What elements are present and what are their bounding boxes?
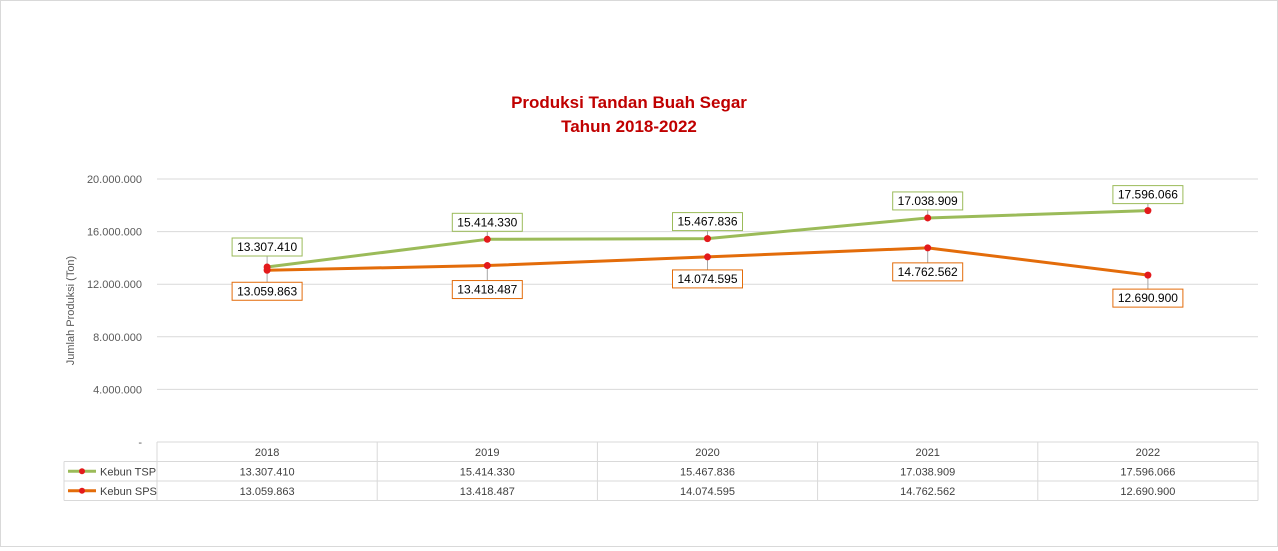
data-label-box — [451, 280, 523, 300]
data-label: 17.038.909 — [898, 194, 958, 208]
data-label-box — [892, 262, 964, 282]
data-label-box — [672, 269, 743, 289]
data-label-box — [1112, 185, 1184, 205]
x-category-label: 2020 — [695, 447, 719, 459]
data-label: 13.418.487 — [457, 283, 517, 297]
data-label: 14.762.562 — [898, 265, 958, 279]
table-value: 17.596.066 — [1120, 466, 1175, 478]
legend-key-marker — [79, 468, 85, 475]
chart-title-line-2: Tahun 2018-2022 — [561, 117, 697, 136]
series-1-marker — [924, 214, 932, 222]
series-1-marker — [483, 235, 491, 243]
y-tick-label: 20.000.000 — [87, 174, 142, 186]
table-value: 13.418.487 — [460, 486, 515, 498]
series-2-marker — [1144, 271, 1152, 279]
data-label: 15.414.330 — [457, 215, 517, 229]
y-axis-label: Jumlah Produksi (Ton) — [65, 256, 77, 365]
data-label-box — [231, 237, 303, 257]
y-tick-label: 4.000.000 — [93, 384, 142, 396]
table-value: 15.467.836 — [680, 466, 735, 478]
data-label: 15.467.836 — [677, 215, 737, 229]
y-tick-label: 8.000.000 — [93, 332, 142, 344]
y-tick-label: 12.000.000 — [87, 279, 142, 291]
data-label: 13.307.410 — [237, 240, 297, 254]
table-value: 13.059.863 — [240, 486, 295, 498]
series-1-marker — [1144, 207, 1152, 215]
x-category-label: 2018 — [255, 447, 279, 459]
table-value: 13.307.410 — [240, 466, 295, 478]
data-label-box — [672, 212, 743, 232]
data-label-box — [1112, 288, 1184, 308]
table-value: 15.414.330 — [460, 466, 515, 478]
data-label: 12.690.900 — [1118, 291, 1178, 305]
data-label-box — [231, 281, 303, 301]
table-value: 14.762.562 — [900, 486, 955, 498]
table-value: 12.690.900 — [1120, 486, 1175, 498]
series-1-marker — [704, 235, 711, 243]
series-2-marker — [483, 262, 491, 270]
x-category-label: 2022 — [1136, 447, 1160, 459]
y-tick-label: - — [138, 437, 142, 449]
data-label-box — [451, 212, 523, 232]
data-label: 13.059.863 — [237, 284, 297, 298]
chart-title-line-1: Produksi Tandan Buah Segar — [511, 93, 747, 112]
legend-series-name: Kebun SPS — [100, 486, 157, 498]
table-value: 17.038.909 — [900, 466, 955, 478]
x-category-label: 2021 — [915, 447, 939, 459]
data-label-box — [892, 191, 964, 211]
series-2-marker — [704, 253, 711, 261]
data-label: 17.596.066 — [1118, 188, 1178, 202]
series-2-marker — [263, 266, 271, 274]
series-2-marker — [924, 244, 932, 252]
x-category-label: 2019 — [475, 447, 499, 459]
data-label: 14.074.595 — [677, 272, 737, 286]
legend-key-marker — [79, 487, 85, 494]
table-value: 14.074.595 — [680, 486, 735, 498]
y-tick-label: 16.000.000 — [87, 227, 142, 239]
legend-series-name: Kebun TSP — [100, 466, 156, 478]
